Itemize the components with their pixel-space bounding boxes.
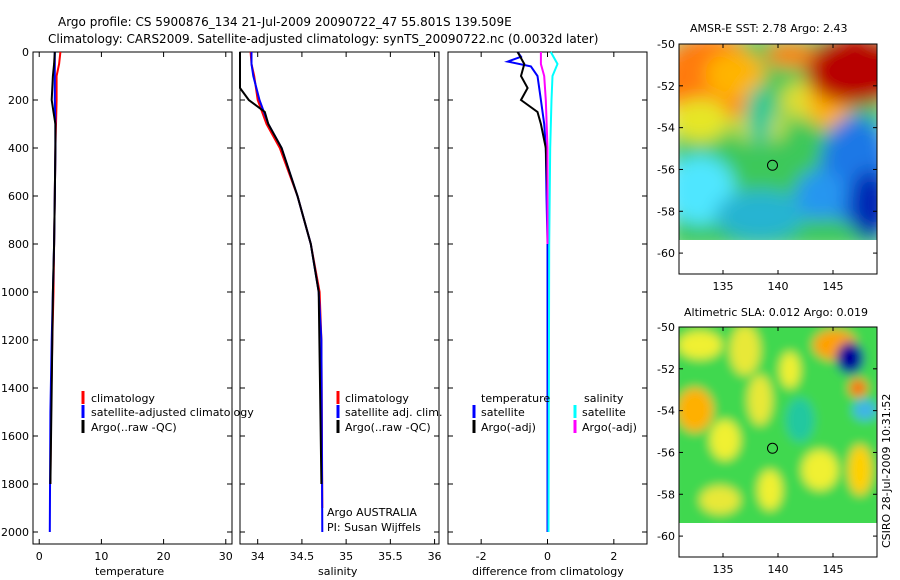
- temperature-xlabel: temperature: [95, 565, 164, 578]
- series-line-argo-raw-qc: [239, 52, 323, 485]
- difference-xlabel: difference from climatology: [472, 565, 624, 578]
- series-line-salinity-satellite: [547, 51, 559, 533]
- x-tick-label: 35: [339, 550, 353, 563]
- legend-label-temp-satellite: satellite: [481, 406, 525, 419]
- series-line-satellite-adj-clim: [250, 52, 324, 533]
- annotation-argo-australia: Argo AUSTRALIA: [327, 506, 417, 519]
- x-tick-label: 140: [768, 280, 789, 293]
- y-tick-label: -58: [657, 488, 675, 501]
- y-tick-label: -50: [657, 38, 675, 51]
- y-tick-label: 1000: [1, 286, 29, 299]
- y-tick-label: 1800: [1, 478, 29, 491]
- header-line1: Argo profile: CS 5900876_134 21-Jul-2009…: [58, 15, 512, 29]
- x-tick-label: 145: [823, 563, 844, 576]
- y-tick-label: -58: [657, 205, 675, 218]
- y-tick-label: 2000: [1, 526, 29, 539]
- y-tick-label: -56: [657, 163, 675, 176]
- sst-heatmap: [679, 44, 877, 240]
- y-tick-label: 800: [8, 238, 29, 251]
- x-tick-label: 135: [713, 563, 734, 576]
- y-tick-label: -54: [657, 122, 675, 135]
- legend-label-temp-argo: Argo(-adj): [481, 421, 536, 434]
- y-tick-label: 1400: [1, 382, 29, 395]
- argo-position-marker-sst: [767, 159, 778, 171]
- y-tick-label: 1600: [1, 430, 29, 443]
- legend-title-salinity: salinity: [584, 392, 624, 405]
- x-tick-label: 0: [544, 550, 551, 563]
- csiro-timestamp: CSIRO 28-Jul-2009 10:31:52: [880, 394, 893, 548]
- x-tick-label: 135: [713, 280, 734, 293]
- salinity-panel: 34 34.5 35 35.5 36 salinity climatology sate…: [239, 51, 442, 578]
- x-tick-label: 145: [823, 280, 844, 293]
- x-tick-label: 0: [36, 550, 43, 563]
- x-tick-label: 20: [157, 550, 171, 563]
- y-tick-label: 600: [8, 190, 29, 203]
- legend-label-climatology: climatology: [91, 392, 155, 405]
- legend-label-satellite: satellite adj. clim.: [345, 406, 442, 419]
- header-line2: Climatology: CARS2009. Satellite-adjuste…: [48, 32, 598, 46]
- y-tick-label: 1200: [1, 334, 29, 347]
- y-tick-label: -56: [657, 446, 675, 459]
- x-tick-label: 36: [428, 550, 442, 563]
- legend-label-argo: Argo(..raw -QC): [91, 421, 177, 434]
- temperature-legend: climatology satellite-adjusted climatolo…: [81, 391, 254, 434]
- y-tick-label: -60: [657, 247, 675, 260]
- y-tick-label: -54: [657, 405, 675, 418]
- annotation-pi: PI: Susan Wijffels: [327, 521, 421, 534]
- difference-legend: temperature salinity satellite Argo(-adj…: [472, 392, 637, 434]
- sla-map-title: Altimetric SLA: 0.012 Argo: 0.019: [684, 306, 868, 319]
- sla-map-panel: Altimetric SLA: 0.012 Argo: 0.019: [657, 306, 878, 576]
- legend-label-argo: Argo(..raw -QC): [345, 421, 431, 434]
- y-tick-label: -52: [657, 363, 675, 376]
- y-tick-label: 200: [8, 94, 29, 107]
- y-tick-label: -60: [657, 530, 675, 543]
- x-tick-label: 140: [768, 563, 789, 576]
- y-tick-label: 0: [22, 46, 29, 59]
- series-line-temperature-argo-adj: [516, 51, 549, 244]
- salinity-xlabel: salinity: [318, 565, 358, 578]
- x-tick-label: -2: [476, 550, 487, 563]
- y-tick-label: -50: [657, 321, 675, 334]
- salinity-legend: climatology satellite adj. clim. Argo(..…: [336, 391, 442, 434]
- series-line-salinity-argo-adj: [539, 52, 549, 244]
- temperature-panel: 0 200 400 600 800 1000 1200 1400 1600 1800 2000 0 1…: [1, 46, 254, 578]
- y-tick-label: -52: [657, 80, 675, 93]
- salinity-axes-frame: [239, 51, 440, 545]
- x-tick-label: 34.5: [290, 550, 315, 563]
- x-tick-label: 35.5: [378, 550, 403, 563]
- sla-heatmap: [679, 327, 877, 523]
- x-tick-label: 30: [219, 550, 233, 563]
- temperature-axes-frame: [32, 51, 233, 545]
- y-tick-label: 400: [8, 142, 29, 155]
- sst-map-title: AMSR-E SST: 2.78 Argo: 2.43: [690, 22, 848, 35]
- series-line-temperature-satellite: [504, 51, 549, 532]
- legend-title-temperature: temperature: [481, 392, 550, 405]
- x-tick-label: 34: [251, 550, 265, 563]
- series-line-climatology: [249, 51, 324, 509]
- x-tick-label: 10: [94, 550, 108, 563]
- legend-label-sal-argo: Argo(-adj): [582, 421, 637, 434]
- x-tick-label: 2: [610, 550, 617, 563]
- legend-label-sal-satellite: satellite: [582, 406, 626, 419]
- difference-panel: -2 0 2 difference from climatology tempera…: [447, 51, 648, 578]
- sst-map-panel: AMSR-E SST: 2.78 Argo: 2.43 -50-: [657, 22, 878, 293]
- legend-label-climatology: climatology: [345, 392, 409, 405]
- legend-label-satellite: satellite-adjusted climatology: [91, 406, 254, 419]
- argo-position-marker-sla: [767, 442, 778, 454]
- series-line-argo-raw-qc: [49, 51, 57, 485]
